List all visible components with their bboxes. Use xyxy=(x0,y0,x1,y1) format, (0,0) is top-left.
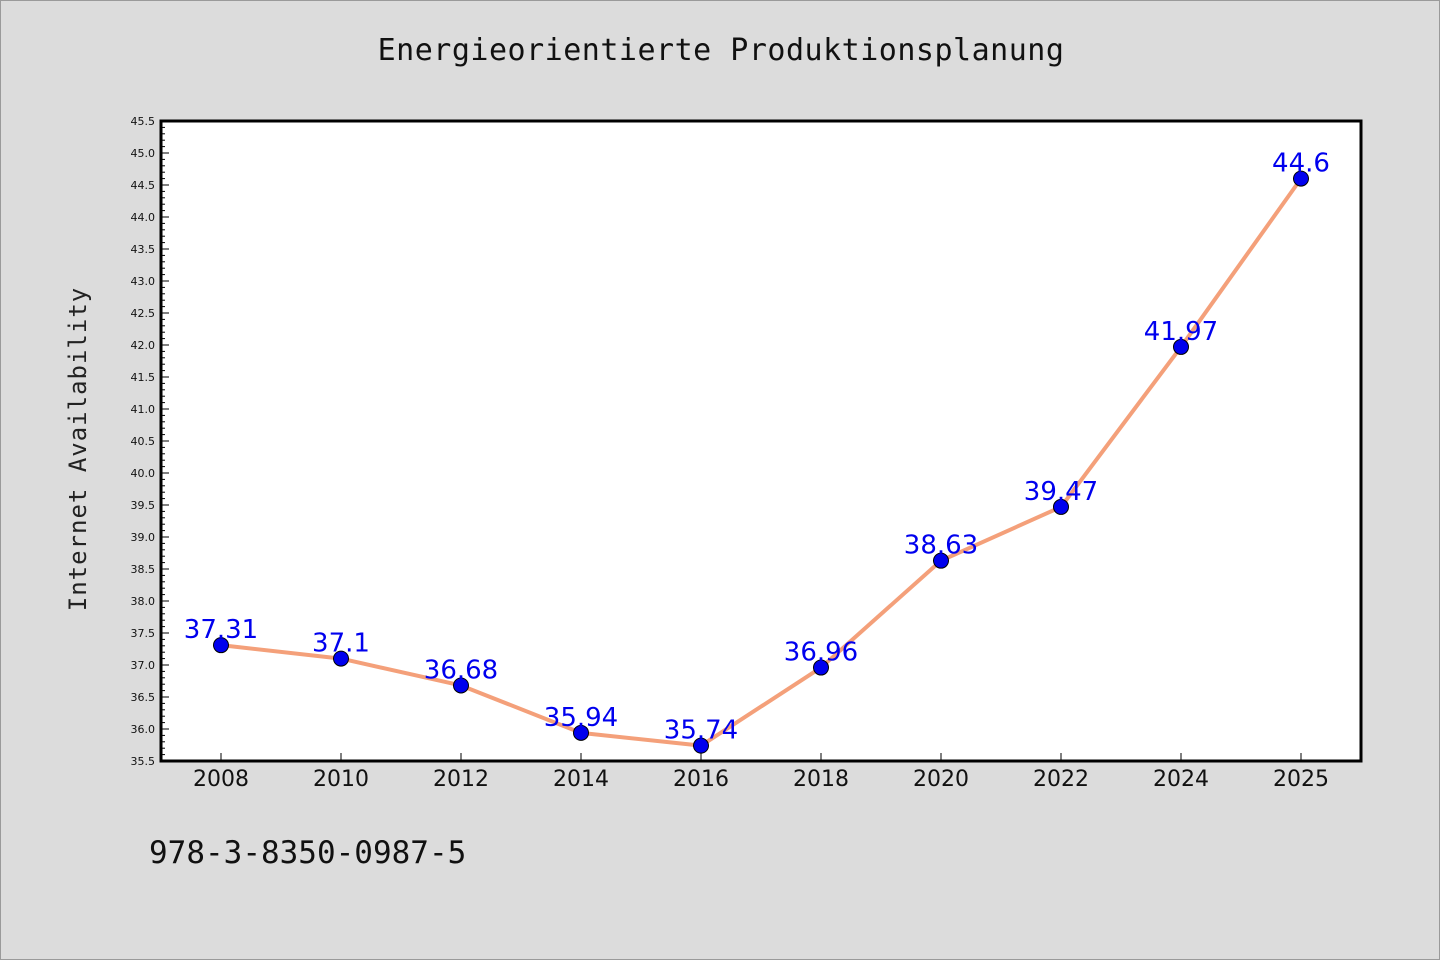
data-point xyxy=(813,659,829,676)
data-point xyxy=(333,650,349,667)
y-tick-label: 35.5 xyxy=(131,755,156,768)
data-label: 38.63 xyxy=(904,531,978,561)
y-tick-label: 38.0 xyxy=(131,595,156,608)
y-tick-label: 42.5 xyxy=(131,307,156,320)
y-tick-label: 43.0 xyxy=(131,275,156,288)
data-point xyxy=(693,737,709,754)
y-tick-label: 41.0 xyxy=(131,403,156,416)
plot-frame xyxy=(159,119,1363,763)
data-point xyxy=(933,552,949,569)
data-point xyxy=(1173,338,1189,355)
y-tick-label: 44.0 xyxy=(131,211,156,224)
x-axis-ticks: 2008 2010 2012 2014 2016 2018 2020 2022 2024 2025 xyxy=(193,753,1329,792)
data-point xyxy=(213,637,229,654)
data-point xyxy=(1053,498,1069,515)
y-tick-label: 37.0 xyxy=(131,659,156,672)
x-tick-label: 2025 xyxy=(1273,767,1329,792)
data-label: 36.96 xyxy=(784,638,858,668)
x-tick-label: 2024 xyxy=(1153,767,1209,792)
data-label: 35.74 xyxy=(664,716,738,746)
data-label: 37.1 xyxy=(312,629,370,659)
y-tick-label: 45.0 xyxy=(131,147,156,160)
y-tick-label: 44.5 xyxy=(131,179,156,192)
y-tick-label: 43.5 xyxy=(131,243,156,256)
y-axis-ticks: 35.5 36.0 36.5 37.0 37.5 38.0 38.5 39.0 39.5 40.0… xyxy=(131,115,169,768)
isbn-text: 978-3-8350-0987-5 xyxy=(149,835,467,871)
series-layer: 37.31 37.1 36.68 35.94 35.74 36.96 38.63 39.47 4… xyxy=(184,149,1330,754)
data-point xyxy=(453,677,469,694)
y-tick-label: 45.5 xyxy=(131,115,156,128)
x-tick-label: 2018 xyxy=(793,767,849,792)
data-point xyxy=(573,724,589,741)
y-tick-label: 41.5 xyxy=(131,371,156,384)
plot-area xyxy=(161,121,1361,761)
data-label: 37.31 xyxy=(184,615,258,645)
y-tick-label: 39.0 xyxy=(131,531,156,544)
data-label: 36.68 xyxy=(424,655,498,685)
x-tick-label: 2022 xyxy=(1033,767,1089,792)
x-tick-label: 2020 xyxy=(913,767,969,792)
data-label: 39.47 xyxy=(1024,477,1098,507)
y-tick-label: 36.0 xyxy=(131,723,156,736)
y-tick-label: 38.5 xyxy=(131,563,156,576)
y-tick-label: 40.5 xyxy=(131,435,156,448)
chart-title: Energieorientierte Produktionsplanung xyxy=(377,33,1065,68)
x-tick-label: 2014 xyxy=(553,767,609,792)
data-label: 41.97 xyxy=(1144,317,1218,347)
data-point xyxy=(1293,170,1309,187)
y-tick-label: 40.0 xyxy=(131,467,156,480)
x-tick-label: 2008 xyxy=(193,767,249,792)
data-label: 35.94 xyxy=(544,703,618,733)
series-line xyxy=(219,176,1303,748)
x-tick-label: 2010 xyxy=(313,767,369,792)
y-tick-label: 39.5 xyxy=(131,499,156,512)
x-tick-label: 2012 xyxy=(433,767,489,792)
y-tick-label: 42.0 xyxy=(131,339,156,352)
x-tick-label: 2016 xyxy=(673,767,729,792)
y-tick-label: 37.5 xyxy=(131,627,156,640)
data-label: 44.6 xyxy=(1272,149,1330,179)
y-tick-label: 36.5 xyxy=(131,691,156,704)
